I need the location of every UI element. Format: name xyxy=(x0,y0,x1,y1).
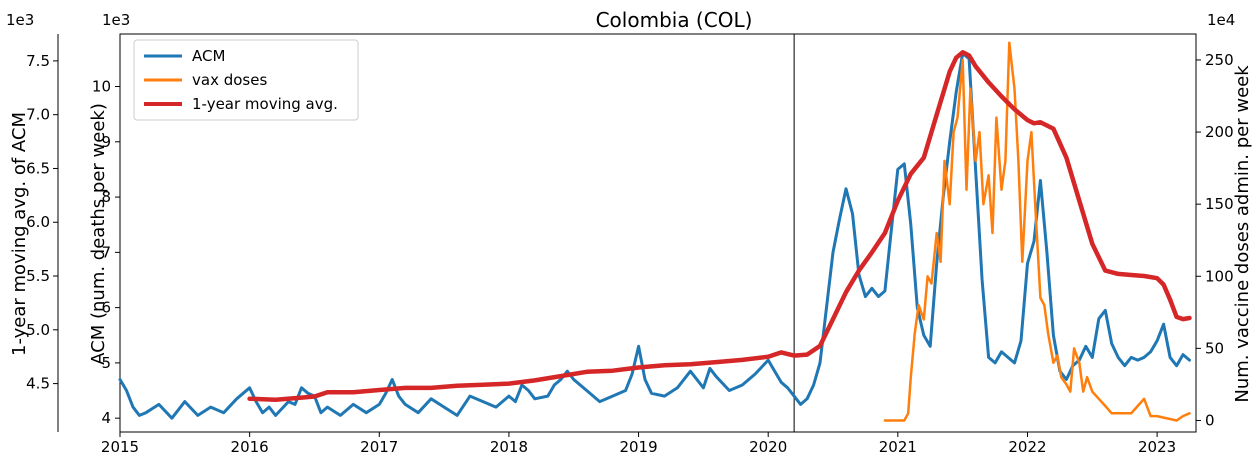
outer-tick-label: 4.5 xyxy=(26,375,50,393)
legend-label-vax: vax doses xyxy=(192,71,267,89)
legend-box xyxy=(133,39,359,121)
right-tick-label: 250 xyxy=(1205,51,1234,69)
outer-tick-label: 6.0 xyxy=(26,213,50,231)
left-tick-label: 9 xyxy=(101,133,111,151)
chart-title: Colombia (COL) xyxy=(596,8,753,32)
left-tick-label: 10 xyxy=(92,78,111,96)
x-tick-label: 2015 xyxy=(101,438,139,456)
acm-line xyxy=(118,51,1191,420)
right-tick-label: 100 xyxy=(1205,267,1234,285)
left-tick-label: 4 xyxy=(101,409,111,427)
left-axis-exponent: 1e3 xyxy=(102,11,130,29)
outer-tick-label: 6.5 xyxy=(26,159,50,177)
left-axis-label: ACM (num. deaths per week) xyxy=(88,103,109,365)
outer-tick-label: 5.5 xyxy=(26,267,50,285)
left-tick-label: 8 xyxy=(101,188,111,206)
plot-frame xyxy=(119,33,1197,433)
outer-axis-label: 1-year moving avg. of ACM xyxy=(9,112,30,356)
moving-avg-line xyxy=(247,50,1192,402)
x-tick-label: 2023 xyxy=(1138,438,1176,456)
x-axis-ticks: 2015 2016 2017 2018 2019 2020 2021 2022 2023 xyxy=(101,432,1176,456)
right-axis-label: Num. vaccine doses admin. per week xyxy=(1232,65,1253,403)
left-tick-label: 6 xyxy=(101,299,111,317)
right-axis-ticks: 0 50 100 150 200 250 xyxy=(1196,51,1234,429)
x-tick-label: 2019 xyxy=(619,438,657,456)
outer-axis-exponent: 1e3 xyxy=(6,11,34,29)
right-tick-label: 150 xyxy=(1205,195,1234,213)
series-group xyxy=(118,41,1192,422)
left-tick-label: 5 xyxy=(101,354,111,372)
outer-tick-label: 7.0 xyxy=(26,106,50,124)
x-tick-label: 2017 xyxy=(360,438,398,456)
right-axis-exponent: 1e4 xyxy=(1207,11,1235,29)
x-tick-label: 2021 xyxy=(879,438,917,456)
outer-tick-label: 5.0 xyxy=(26,321,50,339)
right-tick-label: 0 xyxy=(1205,411,1215,429)
x-tick-label: 2020 xyxy=(749,438,787,456)
legend-label-moving-avg: 1-year moving avg. xyxy=(192,95,338,113)
outer-axis-ticks: 4.5 5.0 5.5 6.0 6.5 7.0 7.5 xyxy=(26,52,58,393)
outer-tick-label: 7.5 xyxy=(26,52,50,70)
x-tick-label: 2018 xyxy=(490,438,528,456)
left-axis-ticks: 4 5 6 7 8 9 10 xyxy=(92,78,120,427)
left-tick-label: 7 xyxy=(101,243,111,261)
x-tick-label: 2016 xyxy=(231,438,269,456)
x-tick-label: 2022 xyxy=(1008,438,1046,456)
right-tick-label: 200 xyxy=(1205,123,1234,141)
right-tick-label: 50 xyxy=(1205,339,1224,357)
legend-label-acm: ACM xyxy=(192,47,225,65)
vax-doses-line xyxy=(883,41,1191,422)
legend: ACM vax doses 1-year moving avg. xyxy=(133,39,359,121)
